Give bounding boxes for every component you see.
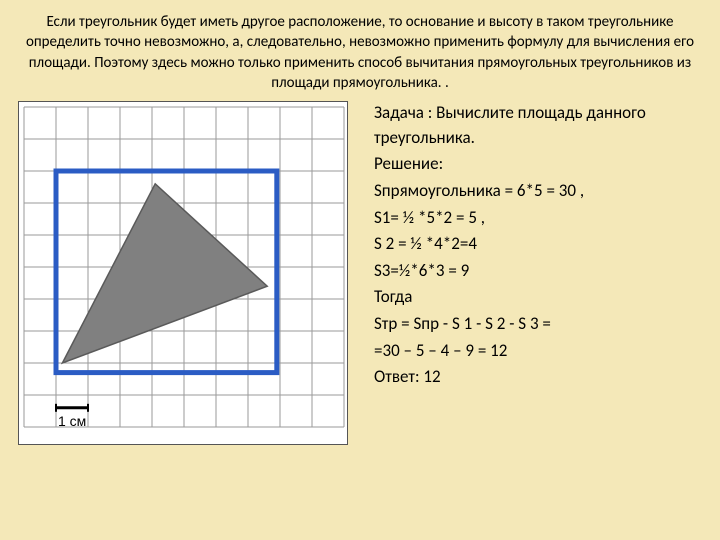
text-column: Задача : Вычислите площадь данного треуг… — [358, 101, 702, 445]
solution-line: Ответ: 12 — [374, 365, 702, 390]
task-text: Задача : Вычислите площадь данного треуг… — [374, 101, 702, 150]
svg-text:1 см: 1 см — [58, 413, 86, 429]
solution-line: S3=½*6*3 = 9 — [374, 259, 702, 284]
solution-line: Sпрямоугольника = 6*5 = 30 , — [374, 179, 702, 204]
header-text: Если треугольник будет иметь другое расп… — [0, 0, 720, 101]
figure-box: 1 см — [18, 101, 348, 445]
triangle-diagram: 1 см — [19, 102, 349, 446]
solution-line: S 2 = ½ *4*2=4 — [374, 232, 702, 257]
solution-line: Sтр = Sпр - S 1 - S 2 - S 3 = — [374, 312, 702, 337]
solution-line: =30 – 5 – 4 – 9 = 12 — [374, 339, 702, 364]
solution-label: Решение: — [374, 152, 702, 177]
figure-column: 1 см — [18, 101, 358, 445]
solution-line: S1= ½ *5*2 = 5 , — [374, 206, 702, 231]
content-row: 1 см Задача : Вычислите площадь данного … — [0, 101, 720, 445]
solution-line: Тогда — [374, 285, 702, 310]
